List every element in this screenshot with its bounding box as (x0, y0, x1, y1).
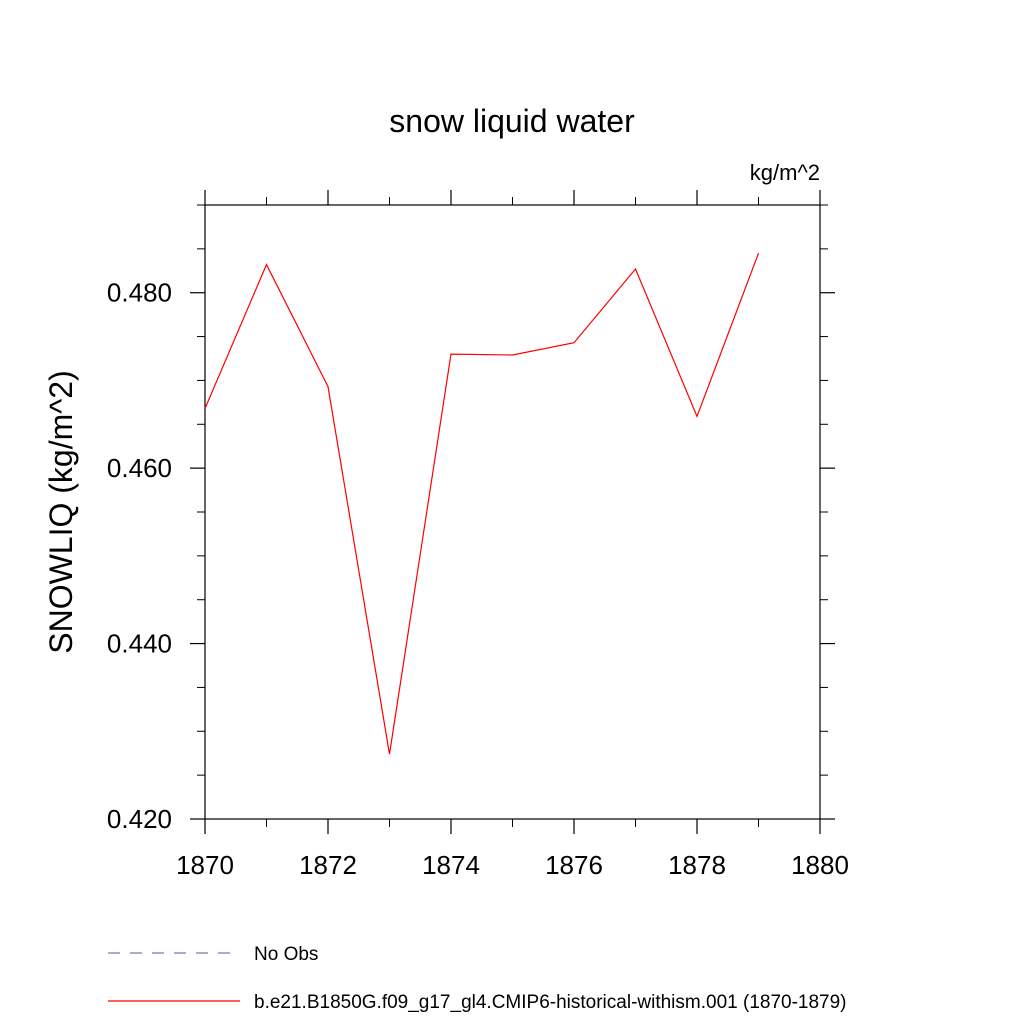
x-tick-label: 1870 (176, 850, 234, 880)
units-label: kg/m^2 (750, 160, 820, 185)
plot-frame (204, 204, 821, 820)
series-line (204, 252, 760, 755)
x-tick-label: 1874 (422, 850, 480, 880)
legend: No Obs b.e21.B1850G.f09_g17_gl4.CMIP6-his… (108, 944, 847, 1013)
x-tick-label: 1876 (545, 850, 603, 880)
y-tick-label: 0.480 (107, 278, 172, 308)
y-tick-label: 0.440 (107, 629, 172, 659)
legend-label: No Obs (254, 944, 318, 965)
x-tick-label: 1878 (668, 850, 726, 880)
legend-label: b.e21.B1850G.f09_g17_gl4.CMIP6-historica… (254, 992, 847, 1013)
ticks-layer: 1870 1872 1874 1876 1878 1880 0.420 0.440 0.460 0… (107, 190, 849, 880)
y-axis-label: SNOWLIQ (kg/m^2) (43, 370, 79, 653)
chart-title: snow liquid water (389, 103, 635, 139)
y-tick-label: 0.420 (107, 804, 172, 834)
y-tick-label: 0.460 (107, 453, 172, 483)
series-layer (204, 252, 760, 755)
x-tick-label: 1872 (299, 850, 357, 880)
x-tick-label: 1880 (791, 850, 849, 880)
